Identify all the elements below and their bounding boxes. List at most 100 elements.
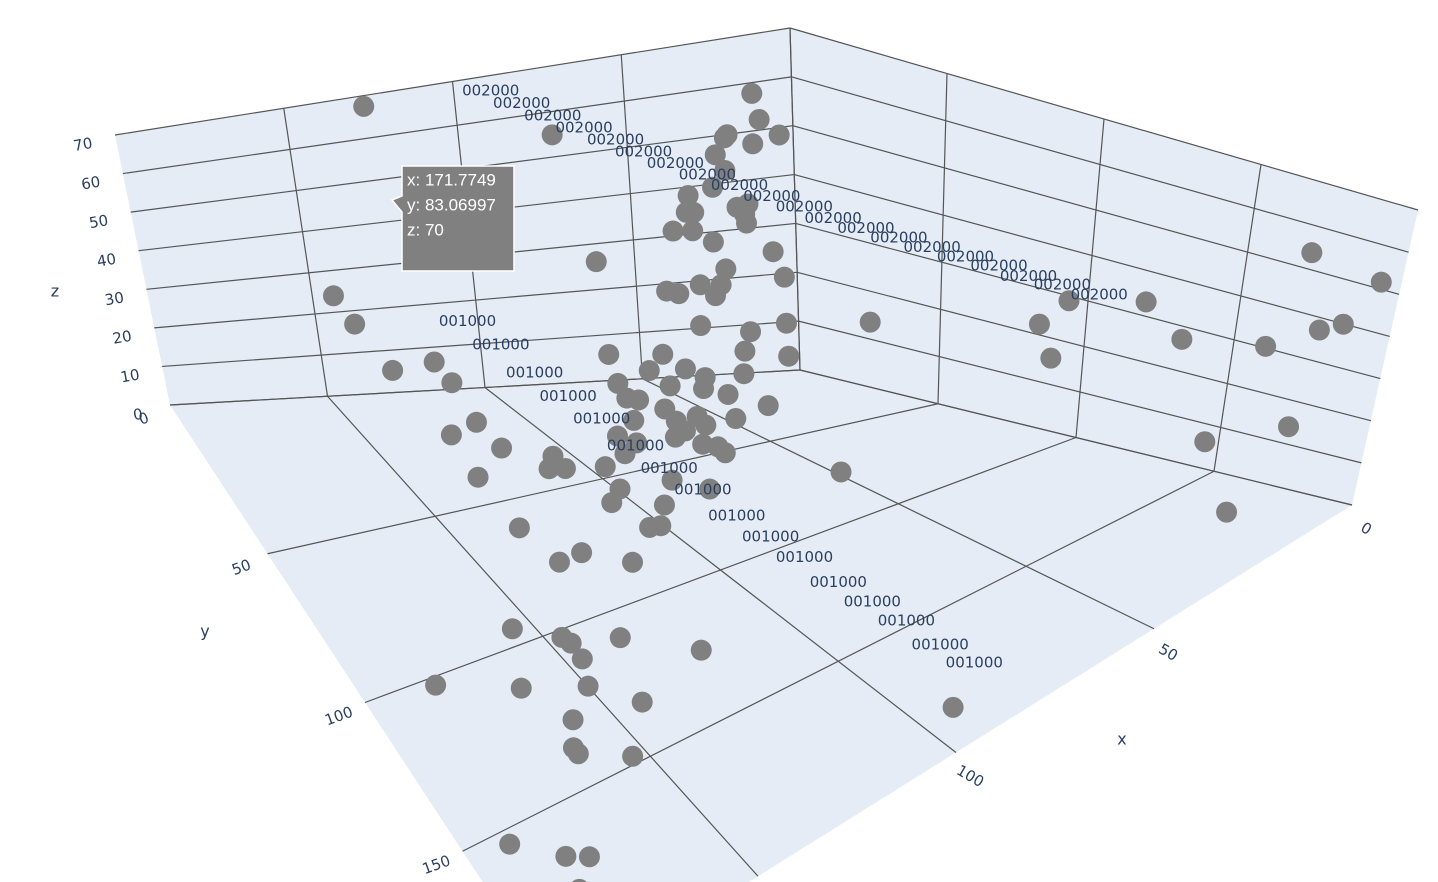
point-label: 002000	[711, 176, 768, 194]
point-label: 002000	[743, 187, 800, 205]
marker	[510, 677, 532, 699]
marker	[609, 627, 631, 649]
marker	[707, 436, 729, 458]
marker	[1216, 501, 1238, 523]
grid-line	[789, 27, 801, 371]
tick-label: 60	[80, 173, 102, 194]
marker	[695, 414, 717, 436]
point-label: 002000	[647, 154, 704, 172]
marker	[542, 445, 564, 467]
tick-label: 100	[953, 761, 987, 791]
marker	[423, 351, 445, 373]
hover-box	[390, 165, 515, 272]
grid-line	[796, 271, 1372, 422]
side-wall	[790, 28, 1418, 505]
point-label: 001000	[439, 312, 496, 330]
marker	[1278, 416, 1300, 438]
marker	[715, 258, 737, 280]
grid-line	[114, 27, 791, 136]
tick-label: 50	[1155, 640, 1181, 665]
point-label: 002000	[776, 197, 833, 215]
point-label: 001000	[844, 593, 901, 611]
point-label: 001000	[878, 612, 935, 630]
point-label: 002000	[1034, 276, 1091, 294]
marker	[677, 185, 699, 207]
point-label: 002000	[804, 209, 861, 227]
marker	[733, 363, 755, 385]
marker	[690, 315, 712, 337]
marker	[1194, 431, 1216, 453]
tick-label: 20	[111, 327, 133, 348]
hover-label: x: 171.7749 y: 83.06997 z: 70	[390, 165, 515, 272]
marker	[616, 387, 638, 409]
scene-walls	[115, 28, 1418, 882]
marker	[638, 360, 660, 382]
grid-line	[1075, 118, 1105, 438]
marker	[467, 466, 489, 488]
z-axis-title: z	[51, 282, 59, 301]
marker	[1028, 313, 1050, 335]
marker	[734, 203, 756, 225]
marker	[562, 737, 584, 759]
point-label: 002000	[870, 229, 927, 247]
marker	[942, 696, 964, 718]
marker	[1040, 347, 1062, 369]
point-label: 001000	[472, 336, 529, 354]
tick-label: 30	[103, 288, 125, 309]
marker	[714, 159, 736, 181]
marker	[1370, 271, 1392, 293]
marker	[662, 220, 684, 242]
marker	[661, 469, 683, 491]
point-label: 002000	[970, 257, 1027, 275]
marker	[571, 542, 593, 564]
tick-label: 70	[72, 134, 94, 155]
tick-label: 40	[96, 250, 118, 271]
marker	[704, 144, 726, 166]
marker	[1308, 319, 1330, 341]
x-axis-title: x	[1117, 730, 1126, 749]
point-label: 001000	[641, 459, 698, 477]
grid-line	[364, 436, 1077, 704]
marker	[1301, 242, 1323, 264]
marker	[622, 551, 644, 573]
marker	[1255, 335, 1277, 357]
marker	[1058, 290, 1080, 312]
marker	[577, 675, 599, 697]
marker	[578, 846, 600, 868]
marker	[465, 411, 487, 433]
marker	[702, 176, 724, 198]
marker	[382, 359, 404, 381]
marker	[778, 345, 800, 367]
marker	[859, 311, 881, 333]
marker	[768, 124, 790, 146]
marker	[499, 833, 521, 855]
point-label: 001000	[540, 387, 597, 405]
marker	[562, 709, 584, 731]
marker	[725, 408, 747, 430]
hover-text: x: 171.7749	[407, 170, 496, 189]
grid-line	[799, 369, 1353, 506]
y-axis-title: y	[200, 622, 209, 641]
marker	[344, 313, 366, 335]
marker	[623, 409, 645, 431]
marker	[740, 321, 762, 343]
marker	[622, 745, 644, 767]
point-label: 002000	[493, 94, 550, 112]
markers: 0010000010000010000010000010000010000010…	[322, 82, 1392, 882]
marker	[594, 456, 616, 478]
point-label: 001000	[573, 410, 630, 428]
point-label: 002000	[903, 238, 960, 256]
marker	[773, 266, 795, 288]
grid-line	[267, 403, 939, 555]
grid-line	[794, 173, 1390, 338]
hover-text: y: 83.06997	[407, 195, 496, 214]
marker	[585, 251, 607, 273]
marker	[668, 283, 690, 305]
marker	[1171, 328, 1193, 350]
marker	[689, 274, 711, 296]
marker	[693, 378, 715, 400]
tick-label: 0	[1358, 518, 1375, 538]
marker	[560, 632, 582, 654]
marker	[757, 395, 779, 417]
marker	[1135, 291, 1157, 313]
